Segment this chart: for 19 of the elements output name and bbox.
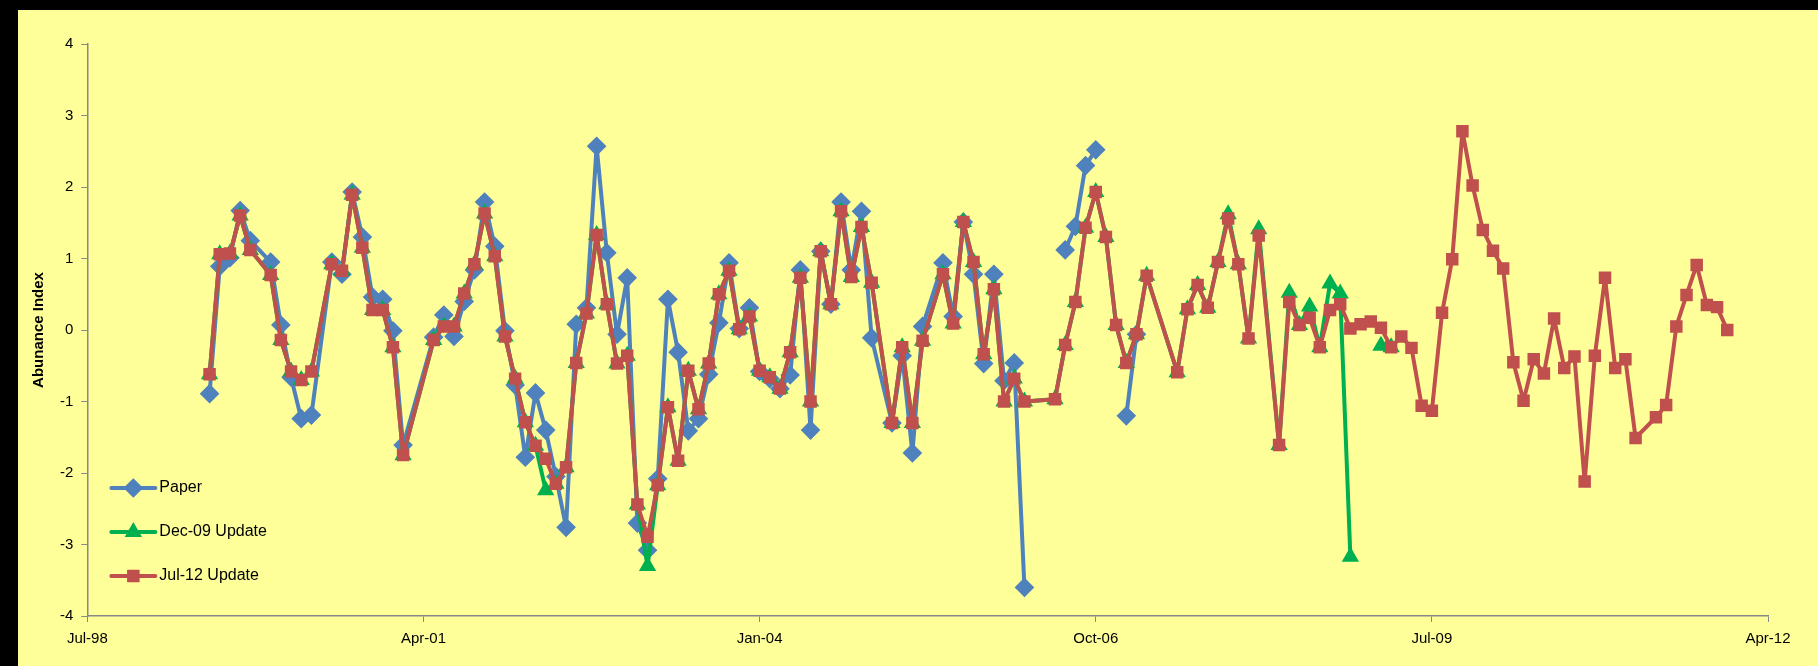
x-tick-label: Apr-01 <box>400 629 446 647</box>
y-tick-label: -3 <box>59 534 74 552</box>
legend-label: Jul-12 Update <box>159 566 260 584</box>
y-tick-label: 1 <box>64 248 74 266</box>
y-tick-label: 4 <box>64 34 74 52</box>
x-tick-label: Jul-09 <box>1411 629 1453 647</box>
y-tick-label: 3 <box>64 105 74 123</box>
legend-label: Paper <box>159 478 203 496</box>
y-axis-title: Abunance Index <box>29 271 47 388</box>
x-tick-label: Apr-12 <box>1745 629 1791 647</box>
legend-label: Dec-09 Update <box>159 522 268 540</box>
y-tick-label: 0 <box>64 320 74 338</box>
y-tick-label: 2 <box>64 177 74 195</box>
y-tick-label: -1 <box>59 391 74 409</box>
y-tick-label: -4 <box>59 606 74 624</box>
x-tick-label: Oct-06 <box>1073 629 1119 647</box>
x-tick-label: Jul-98 <box>66 629 108 647</box>
y-tick-label: -2 <box>59 463 74 481</box>
x-tick-label: Jan-04 <box>736 629 783 647</box>
